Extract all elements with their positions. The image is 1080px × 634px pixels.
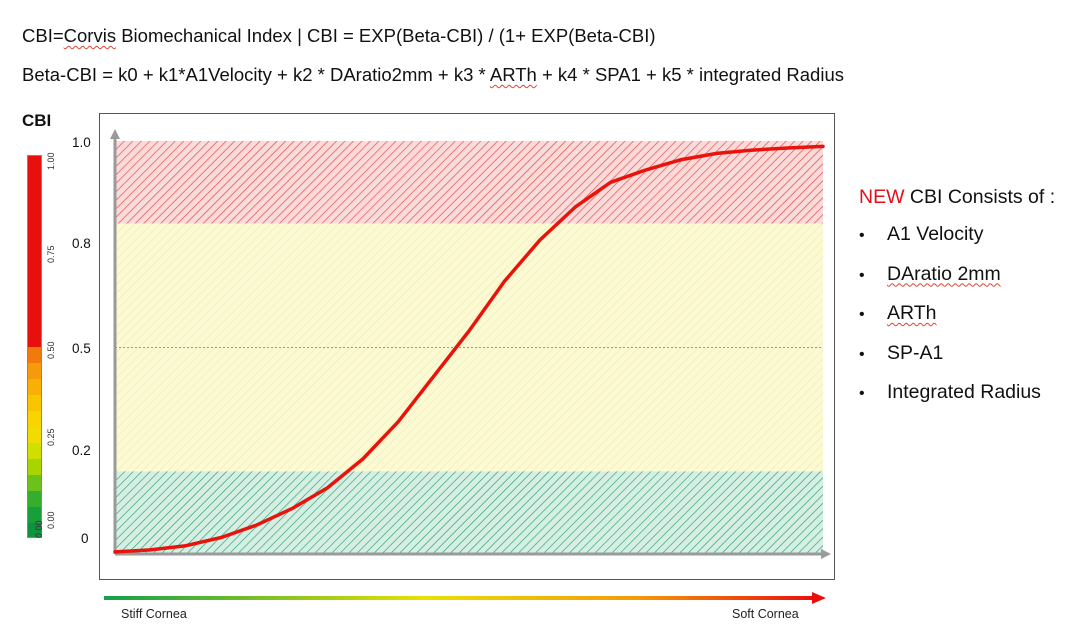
formula-2-part1: Beta-CBI = k0 + k1*A1Velocity + k2 * DAr… <box>22 64 490 85</box>
y-tick-label: 0.2 <box>72 443 91 458</box>
formula-2-part2: ARTh <box>489 64 537 85</box>
formula-line-2: Beta-CBI = k0 + k1*A1Velocity + k2 * DAr… <box>22 64 844 86</box>
list-item-label: ARTh <box>887 302 937 324</box>
bullet-icon: • <box>859 266 865 284</box>
new-badge: NEW <box>859 186 905 208</box>
scale-segment-orange-1 <box>27 347 42 363</box>
scale-segment-green-1 <box>27 475 42 491</box>
bullet-icon: • <box>859 385 865 402</box>
color-scale-svg <box>27 155 42 538</box>
scale-tick-label: 0.00 <box>34 520 44 538</box>
component-list: • A1 Velocity • DAratio 2mm • ARTh • SP-A1 •… <box>859 223 1055 421</box>
list-item: • A1 Velocity <box>859 223 1055 263</box>
y-tick-label: 0.8 <box>72 236 91 251</box>
list-item: • ARTh <box>859 302 1055 342</box>
list-item-label: Integrated Radius <box>887 381 1041 403</box>
list-item: • DAratio 2mm <box>859 263 1055 303</box>
side-title-rest: CBI Consists of : <box>904 186 1056 208</box>
x-axis-arrow <box>821 549 831 559</box>
y-axis-arrow <box>110 129 120 139</box>
scale-title: CBI <box>22 111 52 130</box>
scale-segment-green-2 <box>27 491 42 507</box>
color-scale-bar <box>27 155 42 538</box>
formula-1-part2: Corvis <box>63 25 117 46</box>
chart-frame <box>99 113 835 580</box>
soft-cornea-label: Soft Cornea <box>732 607 799 621</box>
scale-tick-label: 0.75 <box>46 245 56 263</box>
stiff-cornea-label: Stiff Cornea <box>121 607 187 621</box>
y-tick-label: 0 <box>81 531 89 546</box>
scale-tick-label: 0.00 <box>46 511 56 529</box>
y-tick-label: 1.0 <box>72 135 91 150</box>
scale-segment-yellow-3 <box>27 427 42 443</box>
scale-segment-lime-2 <box>27 459 42 475</box>
list-item: • SP-A1 <box>859 342 1055 382</box>
scale-segment-lime-1 <box>27 443 42 459</box>
stiff-soft-gradient-arrow <box>104 592 826 604</box>
chart-plot-svg <box>110 129 831 559</box>
bullet-icon: • <box>859 345 865 363</box>
side-panel: NEW CBI Consists of : • A1 Velocity • DAra… <box>859 186 1055 421</box>
list-item-label: SP-A1 <box>887 341 944 364</box>
formula-1-part3: Biomechanical Index | CBI = EXP(Beta-CBI… <box>116 25 656 46</box>
scale-segment-yellow-2 <box>27 411 42 427</box>
formula-1-part1: CBI= <box>22 25 64 46</box>
cbi-curve <box>113 144 825 554</box>
scale-segment-green-3 <box>27 507 42 523</box>
scale-segment-green-4 <box>27 523 42 538</box>
list-item-label: A1 Velocity <box>887 223 984 245</box>
scale-tick-label: 0.50 <box>46 341 56 359</box>
bullet-icon: • <box>859 227 865 244</box>
scale-border <box>27 155 42 538</box>
list-item-label: DAratio 2mm <box>887 262 1001 285</box>
formula-2-part3: + k4 * SPA1 + k5 * integrated Radius <box>536 64 844 85</box>
scale-segment-yellow-1 <box>27 395 42 411</box>
y-tick-label: 0.5 <box>72 341 91 356</box>
bullet-icon: • <box>859 306 865 323</box>
scale-segment-red <box>27 155 42 347</box>
scale-segment-orange-3 <box>27 379 42 395</box>
scale-segment-orange-2 <box>27 363 42 379</box>
formula-line-1: CBI=Corvis Biomechanical Index | CBI = E… <box>22 25 656 47</box>
scale-tick-label: 1.00 <box>46 152 56 170</box>
list-item: • Integrated Radius <box>859 381 1055 421</box>
band-region <box>115 471 823 554</box>
scale-tick-label: 0.25 <box>46 428 56 446</box>
side-panel-title: NEW CBI Consists of : <box>859 186 1055 209</box>
